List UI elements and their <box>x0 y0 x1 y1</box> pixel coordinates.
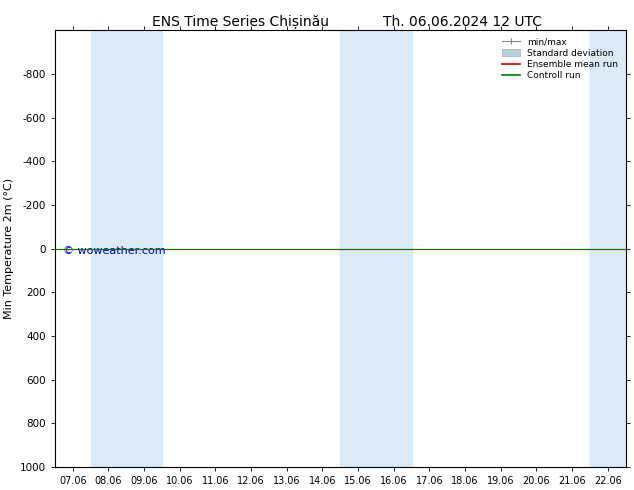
Bar <box>590 30 626 467</box>
Y-axis label: Min Temperature 2m (°C): Min Temperature 2m (°C) <box>4 178 14 319</box>
Text: ENS Time Series Chișinău: ENS Time Series Chișinău <box>152 15 330 29</box>
Bar <box>590 30 626 467</box>
Bar <box>340 30 411 467</box>
Legend: min/max, Standard deviation, Ensemble mean run, Controll run: min/max, Standard deviation, Ensemble me… <box>500 35 621 83</box>
Bar <box>91 30 162 467</box>
Text: © woweather.com: © woweather.com <box>63 246 166 256</box>
Text: Th. 06.06.2024 12 UTC: Th. 06.06.2024 12 UTC <box>384 15 542 29</box>
